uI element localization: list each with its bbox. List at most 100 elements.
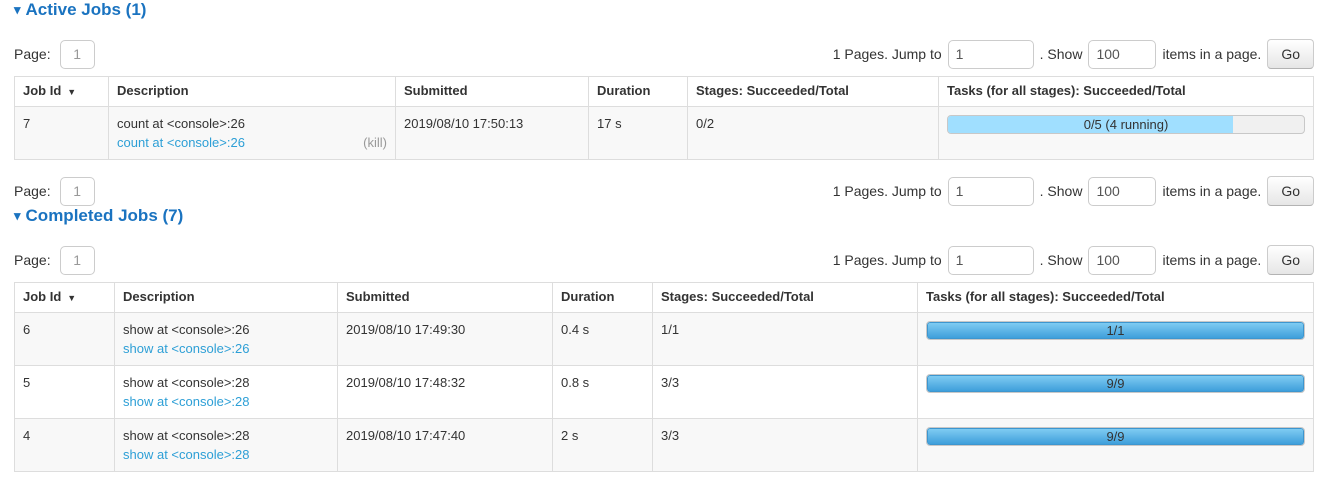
description-text: count at <console>:26 (117, 116, 245, 131)
running-tasks-bar (948, 116, 1233, 133)
page-label: Page: (14, 183, 51, 199)
completed-jobs-title: Completed Jobs (7) (25, 206, 184, 225)
duration-cell: 0.8 s (552, 365, 653, 419)
description-text: show at <console>:26 (123, 322, 250, 337)
col-header-stages[interactable]: Stages: Succeeded/Total (687, 76, 939, 107)
stages-cell: 0/2 (687, 106, 939, 160)
go-button[interactable]: Go (1267, 245, 1314, 275)
submitted-cell: 2019/08/10 17:47:40 (337, 418, 553, 472)
jump-to-input[interactable] (947, 245, 1034, 275)
col-header-submitted[interactable]: Submitted (395, 76, 589, 107)
description-cell: show at <console>:28 show at <console>:2… (114, 365, 338, 419)
show-label: . Show (1039, 183, 1083, 199)
col-header-tasks[interactable]: Tasks (for all stages): Succeeded/Total (917, 282, 1314, 313)
tasks-cell: 0/5 (4 running) (938, 106, 1314, 160)
active-pagination-bottom: Page: 1 Pages. Jump to . Show items in a… (14, 176, 1314, 206)
sort-desc-icon: ▼ (67, 87, 77, 97)
sort-desc-icon: ▼ (67, 293, 77, 303)
show-label: . Show (1039, 252, 1083, 268)
active-jobs-heading[interactable]: ▾ Active Jobs (1) (14, 0, 1314, 20)
job-detail-link[interactable]: show at <console>:28 (123, 394, 250, 409)
stages-cell: 3/3 (652, 418, 918, 472)
description-cell: show at <console>:28 show at <console>:2… (114, 418, 338, 472)
page-number-input[interactable] (59, 176, 95, 206)
job-detail-link[interactable]: show at <console>:28 (123, 447, 250, 462)
active-jobs-title: Active Jobs (1) (25, 0, 147, 19)
completed-job-row: 6 show at <console>:26 show at <console>… (14, 312, 1314, 366)
col-header-job-id[interactable]: Job Id ▼ (14, 76, 109, 107)
active-jobs-table: Job Id ▼ Description Submitted Duration S… (14, 76, 1314, 160)
completed-tasks-bar (927, 428, 1304, 445)
jump-to-input[interactable] (947, 39, 1034, 69)
job-id-cell: 4 (14, 418, 115, 472)
go-button[interactable]: Go (1267, 176, 1314, 206)
tasks-progress-bar: 0/5 (4 running) (947, 115, 1305, 134)
show-count-input[interactable] (1088, 176, 1157, 206)
tasks-progress-bar: 1/1 (926, 321, 1305, 340)
tasks-progress-bar: 9/9 (926, 374, 1305, 393)
description-cell: count at <console>:26 count at <console>… (108, 106, 396, 160)
col-header-job-id[interactable]: Job Id ▼ (14, 282, 115, 313)
pages-info-text: 1 Pages. Jump to (832, 183, 942, 199)
stages-cell: 1/1 (652, 312, 918, 366)
items-label: items in a page. (1162, 252, 1262, 268)
completed-jobs-heading[interactable]: ▾ Completed Jobs (7) (14, 206, 1314, 226)
tasks-cell: 9/9 (917, 418, 1314, 472)
active-table-header-row: Job Id ▼ Description Submitted Duration S… (14, 76, 1314, 107)
description-text: show at <console>:28 (123, 375, 250, 390)
tasks-progress-label: 0/5 (4 running) (1083, 117, 1169, 132)
page-label: Page: (14, 46, 51, 62)
job-id-cell: 5 (14, 365, 115, 419)
job-id-cell: 7 (14, 106, 109, 160)
go-button[interactable]: Go (1267, 39, 1314, 69)
submitted-cell: 2019/08/10 17:49:30 (337, 312, 553, 366)
col-header-description[interactable]: Description (114, 282, 338, 313)
tasks-cell: 1/1 (917, 312, 1314, 366)
items-label: items in a page. (1162, 46, 1262, 62)
collapse-arrow-icon: ▾ (14, 208, 21, 223)
kill-link[interactable]: (kill) (363, 135, 387, 150)
col-header-duration[interactable]: Duration (552, 282, 653, 313)
completed-jobs-table: Job Id ▼ Description Submitted Duration S… (14, 282, 1314, 472)
description-text: show at <console>:28 (123, 428, 250, 443)
job-detail-link[interactable]: count at <console>:26 (117, 135, 245, 150)
job-id-cell: 6 (14, 312, 115, 366)
tasks-progress-label: 1/1 (1106, 323, 1125, 338)
duration-cell: 17 s (588, 106, 688, 160)
jobs-page: ▾ Active Jobs (1) Page: 1 Pages. Jump to … (14, 0, 1314, 472)
show-label: . Show (1039, 46, 1083, 62)
stages-cell: 3/3 (652, 365, 918, 419)
submitted-cell: 2019/08/10 17:48:32 (337, 365, 553, 419)
duration-cell: 0.4 s (552, 312, 653, 366)
duration-cell: 2 s (552, 418, 653, 472)
completed-tasks-bar (927, 375, 1304, 392)
completed-pagination-top: Page: 1 Pages. Jump to . Show items in a… (14, 245, 1314, 275)
items-label: items in a page. (1162, 183, 1262, 199)
tasks-cell: 9/9 (917, 365, 1314, 419)
submitted-cell: 2019/08/10 17:50:13 (395, 106, 589, 160)
show-count-input[interactable] (1088, 39, 1157, 69)
tasks-progress-bar: 9/9 (926, 427, 1305, 446)
completed-job-row: 5 show at <console>:28 show at <console>… (14, 365, 1314, 419)
job-detail-link[interactable]: show at <console>:26 (123, 341, 250, 356)
completed-tasks-bar (927, 322, 1304, 339)
page-number-input[interactable] (59, 39, 95, 69)
page-number-input[interactable] (59, 245, 95, 275)
col-header-submitted[interactable]: Submitted (337, 282, 553, 313)
completed-job-row: 4 show at <console>:28 show at <console>… (14, 418, 1314, 472)
tasks-progress-label: 9/9 (1106, 429, 1125, 444)
col-header-tasks[interactable]: Tasks (for all stages): Succeeded/Total (938, 76, 1314, 107)
col-header-description[interactable]: Description (108, 76, 396, 107)
show-count-input[interactable] (1088, 245, 1157, 275)
col-header-duration[interactable]: Duration (588, 76, 688, 107)
active-job-row: 7 count at <console>:26 count at <consol… (14, 106, 1314, 160)
pages-info-text: 1 Pages. Jump to (832, 252, 942, 268)
jump-to-input[interactable] (947, 176, 1034, 206)
page-label: Page: (14, 252, 51, 268)
col-header-stages[interactable]: Stages: Succeeded/Total (652, 282, 918, 313)
description-cell: show at <console>:26 show at <console>:2… (114, 312, 338, 366)
completed-table-header-row: Job Id ▼ Description Submitted Duration S… (14, 282, 1314, 313)
pages-info-text: 1 Pages. Jump to (832, 46, 942, 62)
active-pagination-top: Page: 1 Pages. Jump to . Show items in a… (14, 39, 1314, 69)
tasks-progress-label: 9/9 (1106, 376, 1125, 391)
